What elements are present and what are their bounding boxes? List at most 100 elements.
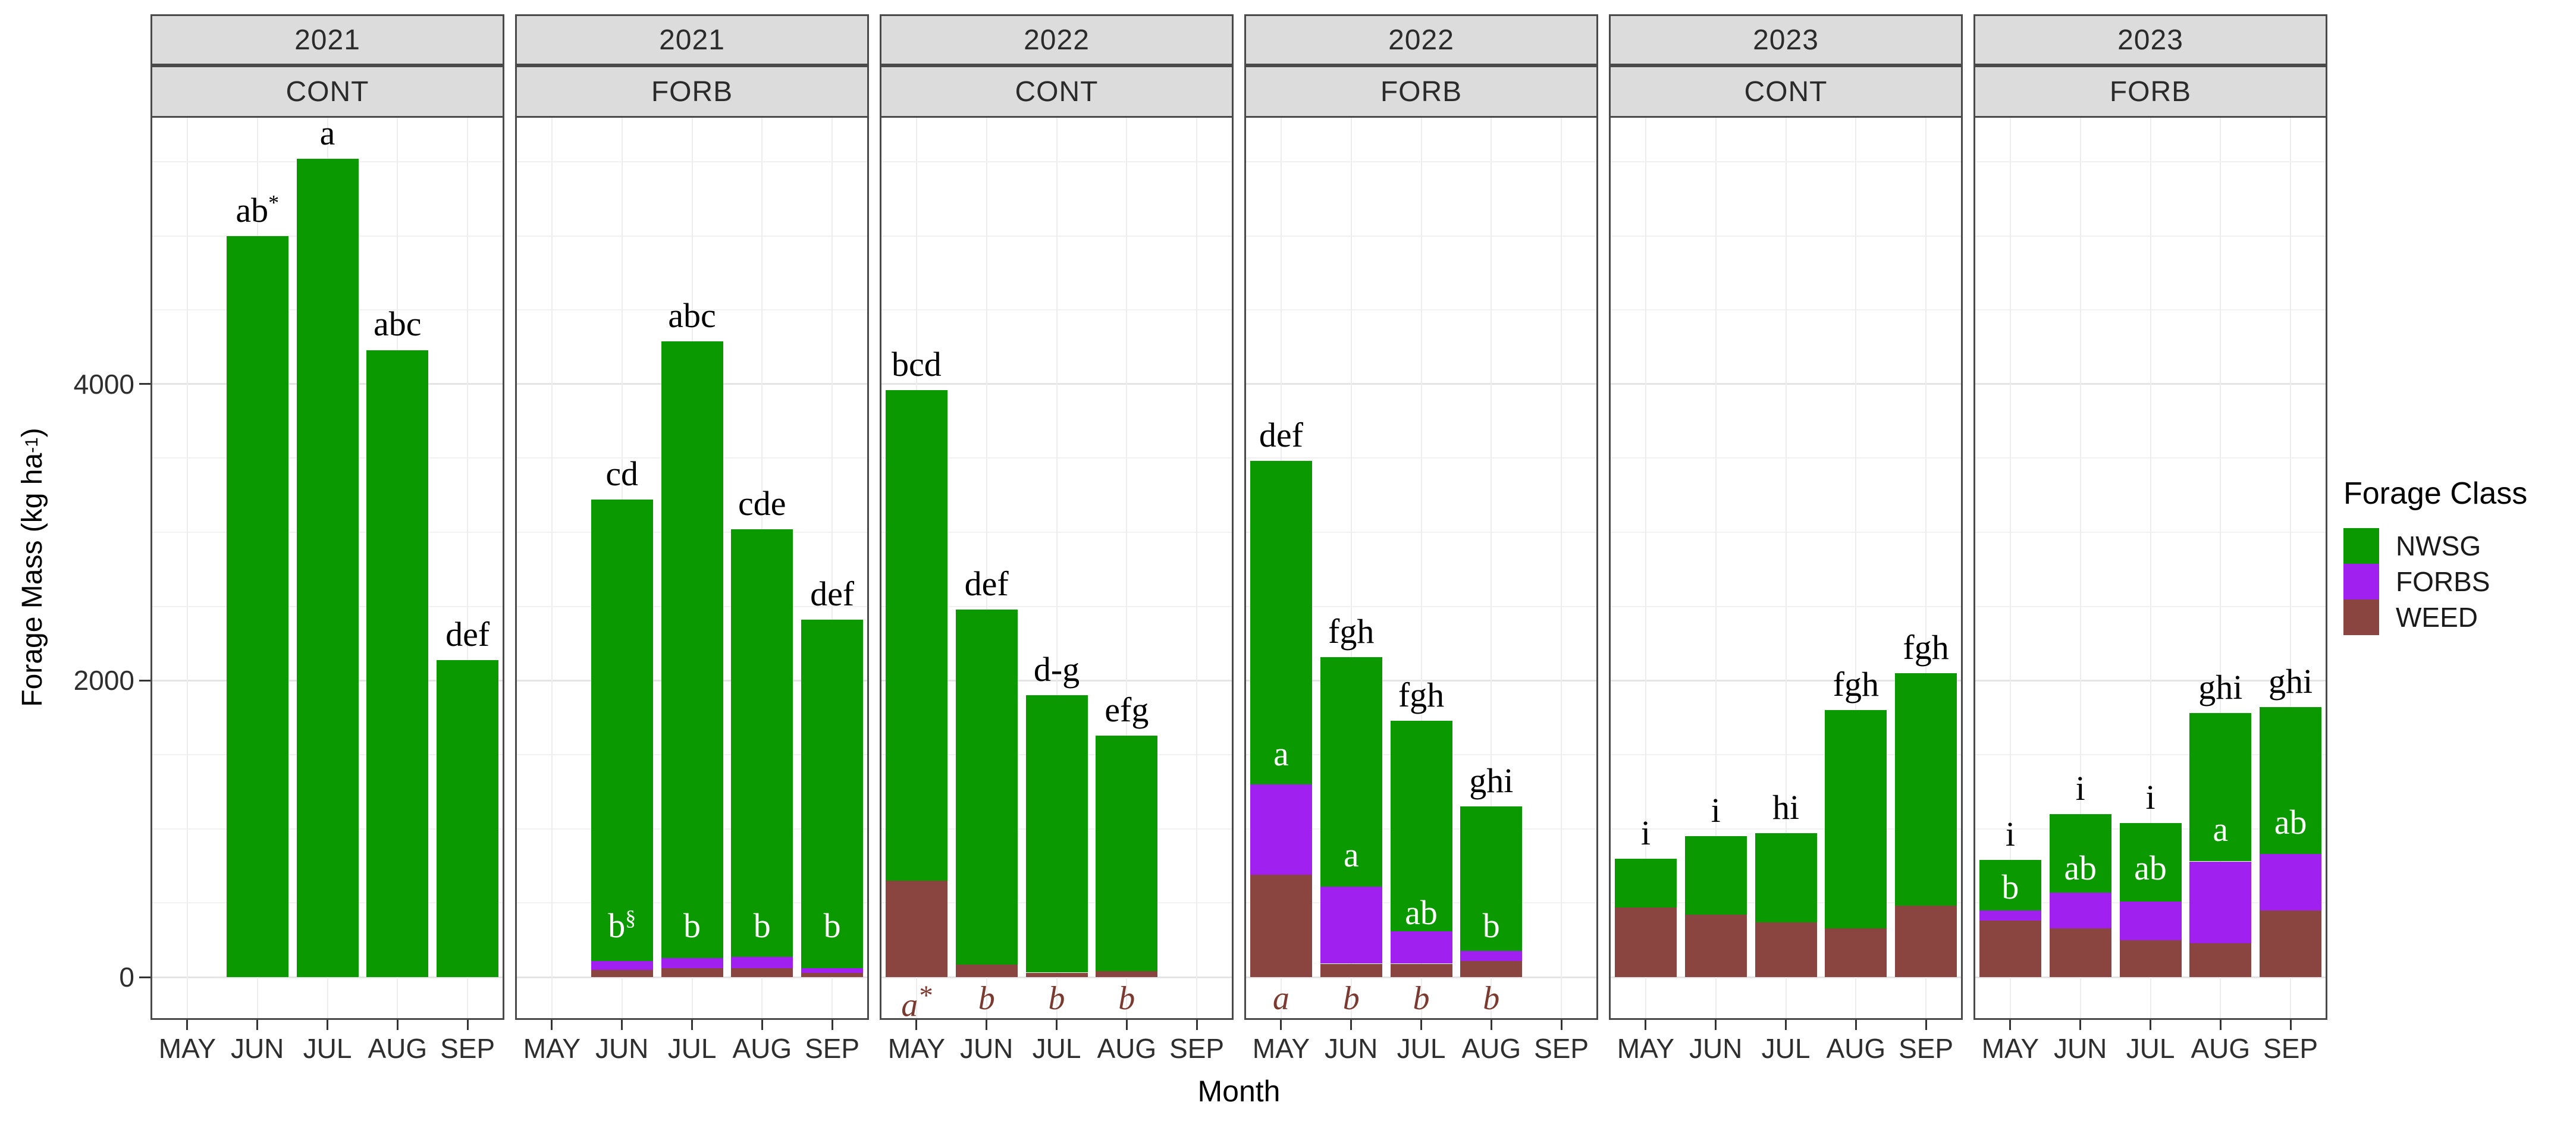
bar-segment-forbs bbox=[2189, 861, 2252, 943]
significance-label: ghi bbox=[1469, 761, 1514, 800]
bar-segment-nwsg bbox=[661, 341, 723, 958]
significance-label: i bbox=[2145, 777, 2155, 817]
legend-item-nwsg: NWSG bbox=[2343, 528, 2572, 564]
x-tick bbox=[551, 1020, 553, 1030]
below-axis-letter-label: b bbox=[1413, 980, 1430, 1017]
x-tick bbox=[396, 1020, 399, 1030]
bar-segment-weed bbox=[591, 969, 653, 977]
x-tick-label: AUG bbox=[1097, 1033, 1157, 1064]
plot-inner-area: def a a fgh a b fgh ab b ghi b b bbox=[1246, 118, 1596, 1018]
bar-segment-nwsg bbox=[1390, 720, 1452, 931]
facet-treatment-strip: CONT bbox=[150, 65, 504, 118]
bar-segment-nwsg bbox=[885, 390, 947, 881]
month-gridline bbox=[2290, 118, 2292, 1018]
month-gridline bbox=[1420, 118, 1422, 1018]
inbar-letter-label: a bbox=[1343, 835, 1359, 874]
plot-inner-area: bcd a* def b d-g b efg b bbox=[881, 118, 1232, 1022]
month-gridline bbox=[1561, 118, 1562, 1018]
bar-segment-weed bbox=[1895, 906, 1957, 977]
facet-year-strip: 2023 bbox=[1609, 14, 1963, 65]
significance-label: ab* bbox=[236, 190, 280, 230]
significance-label: fgh bbox=[1328, 611, 1375, 651]
y-axis-title: Forage Mass (kg ha -1) bbox=[16, 428, 48, 707]
bar-segment-nwsg bbox=[437, 660, 499, 977]
x-tick bbox=[1490, 1020, 1492, 1030]
month-gridline bbox=[1645, 118, 1646, 1018]
x-tick bbox=[621, 1020, 623, 1030]
inbar-letter-label: b bbox=[753, 906, 771, 946]
legend-label: NWSG bbox=[2396, 530, 2481, 561]
x-tick-label: AUG bbox=[1826, 1033, 1886, 1064]
bar-segment-nwsg bbox=[1614, 858, 1677, 908]
x-tick-label: JUL bbox=[2126, 1033, 2175, 1064]
bar-segment-nwsg bbox=[296, 158, 359, 977]
bar-segment-nwsg bbox=[591, 500, 653, 961]
bar-segment-weed bbox=[885, 881, 947, 977]
significance-label: def bbox=[810, 574, 855, 614]
below-axis-letter-label: b bbox=[978, 980, 995, 1017]
bar-segment-weed bbox=[661, 968, 723, 977]
inbar-letter-label: a bbox=[2213, 810, 2229, 849]
bar-segment-nwsg bbox=[1250, 461, 1312, 784]
facet-treatment-strip: CONT bbox=[880, 65, 1234, 118]
month-gridline bbox=[1196, 118, 1198, 1018]
bar-segment-weed bbox=[1096, 971, 1158, 977]
x-tick bbox=[2150, 1020, 2151, 1030]
significance-label: d-g bbox=[1033, 650, 1080, 689]
month-gridline bbox=[1056, 118, 1058, 1018]
month-gridline bbox=[551, 118, 553, 1018]
x-tick-label: JUN bbox=[959, 1033, 1014, 1064]
x-tick bbox=[2219, 1020, 2222, 1030]
facet-year-strip: 2022 bbox=[880, 14, 1234, 65]
significance-label: i bbox=[1640, 813, 1651, 852]
month-gridline bbox=[832, 118, 833, 1018]
x-tick-label: JUL bbox=[1397, 1033, 1446, 1064]
x-tick-label: MAY bbox=[1617, 1033, 1675, 1064]
significance-label: a bbox=[319, 113, 335, 152]
month-gridline bbox=[467, 118, 469, 1018]
plot-inner-area: i i hi fgh fgh bbox=[1611, 118, 1961, 1018]
x-tick bbox=[1350, 1020, 1353, 1030]
plot-area: bcd a* def b d-g b efg b bbox=[880, 116, 1234, 1022]
bar-segment-nwsg bbox=[1096, 735, 1158, 971]
bar-segment-nwsg bbox=[1755, 833, 1817, 922]
bar-segment-weed bbox=[1390, 963, 1452, 977]
x-tick bbox=[1715, 1020, 1717, 1030]
significance-label: cde bbox=[738, 484, 786, 523]
bar-segment-nwsg bbox=[2189, 713, 2252, 862]
bar-segment-nwsg bbox=[1825, 710, 1887, 928]
facet-treatment-strip: FORB bbox=[515, 65, 869, 118]
significance-label: hi bbox=[1772, 788, 1800, 827]
bar-segment-nwsg bbox=[801, 620, 864, 969]
x-tick-label: MAY bbox=[523, 1033, 581, 1064]
legend-label: WEED bbox=[2396, 602, 2478, 633]
x-tick-label: SEP bbox=[1534, 1033, 1589, 1064]
x-tick-label: AUG bbox=[2191, 1033, 2251, 1064]
x-tick-label: JUN bbox=[230, 1033, 284, 1064]
facet-treatment-strip: FORB bbox=[1244, 65, 1598, 118]
bar-segment-nwsg bbox=[2049, 814, 2111, 893]
x-tick bbox=[1420, 1020, 1422, 1030]
legend-swatch-weed bbox=[2343, 599, 2379, 635]
x-tick-label: JUN bbox=[2053, 1033, 2107, 1064]
x-tick-label: AUG bbox=[732, 1033, 792, 1064]
month-gridline bbox=[2220, 118, 2222, 1018]
below-axis-letter-label: b bbox=[1048, 980, 1065, 1017]
bar-segment-weed bbox=[2049, 928, 2111, 977]
x-tick-label: JUN bbox=[1689, 1033, 1743, 1064]
plot-inner-area: ab* a abc def bbox=[152, 113, 503, 1018]
facet-year-strip: 2021 bbox=[515, 14, 869, 65]
bar-segment-nwsg bbox=[2119, 822, 2182, 902]
y-tick bbox=[139, 976, 152, 978]
plot-area: i b i ab i ab ghi a ghi ab bbox=[1973, 116, 2327, 1020]
below-axis-letter-label: b bbox=[1483, 980, 1500, 1017]
bar-segment-weed bbox=[1320, 963, 1382, 977]
x-tick-label: JUN bbox=[595, 1033, 649, 1064]
plot-inner-area: cd b§ abc b cde b def b bbox=[517, 118, 867, 1018]
x-tick-label: JUL bbox=[303, 1033, 352, 1064]
x-tick bbox=[1560, 1020, 1562, 1030]
legend-items: NWSG FORBS WEED bbox=[2343, 528, 2572, 635]
x-tick bbox=[1196, 1020, 1198, 1030]
month-gridline bbox=[1491, 118, 1492, 1018]
inbar-letter-label: b bbox=[1482, 906, 1500, 946]
